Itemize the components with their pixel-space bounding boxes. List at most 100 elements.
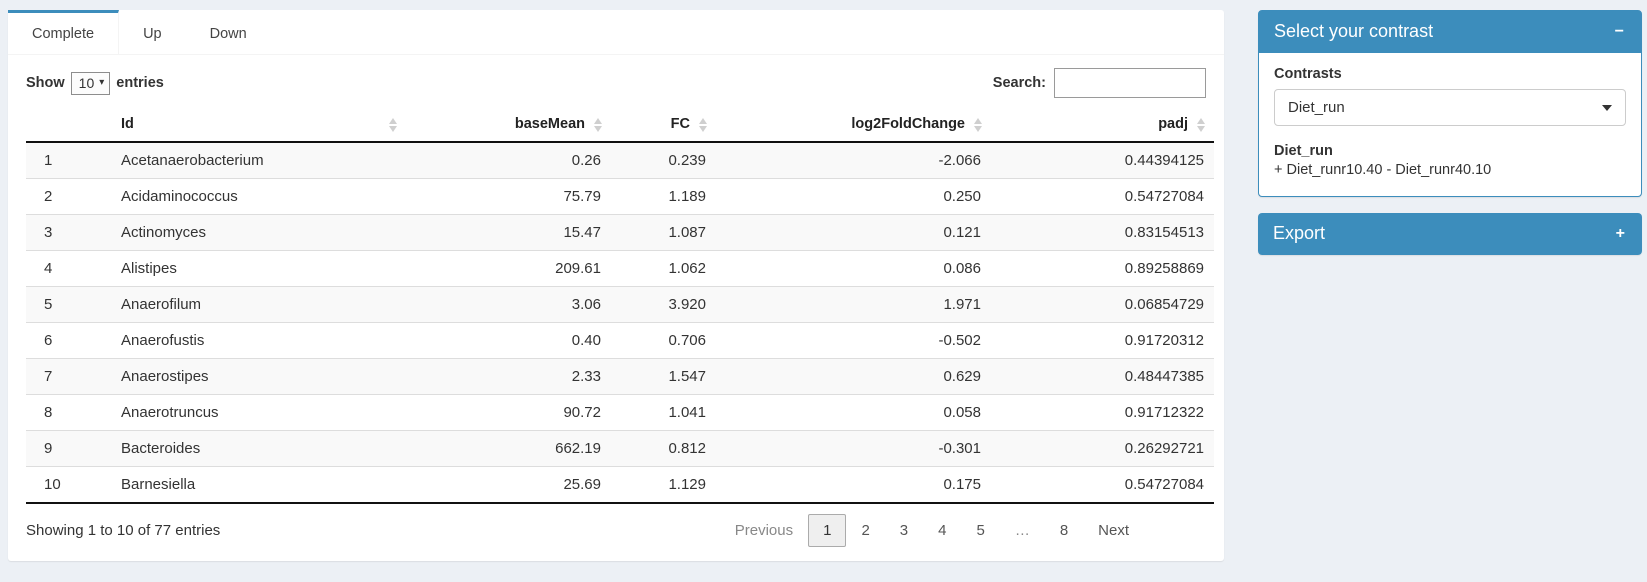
- pagination-page-4[interactable]: 4: [938, 522, 947, 539]
- column-header-label: log2FoldChange: [851, 116, 965, 132]
- tab-content-complete: Show 10 ▾ entries Search:: [8, 55, 1224, 561]
- contrast-panel-body: Contrasts Diet_run Diet_run + Diet_runr1…: [1259, 53, 1641, 196]
- cell-baseMean: 3.06: [406, 286, 611, 323]
- contrast-panel-header: Select your contrast −: [1259, 11, 1641, 53]
- cell-baseMean: 75.79: [406, 178, 611, 215]
- entries-label: entries: [116, 75, 164, 91]
- cell-baseMean: 209.61: [406, 250, 611, 287]
- cell-padj: 0.91712322: [991, 394, 1214, 431]
- cell-padj: 0.54727084: [991, 466, 1214, 504]
- pagination-page-1[interactable]: 1: [808, 514, 847, 547]
- cell-id: Anaerotruncus: [111, 394, 406, 431]
- cell-num: 8: [26, 394, 111, 431]
- table-row: 6 Anaerofustis 0.40 0.706 -0.502 0.91720312: [26, 322, 1214, 359]
- cell-id: Anaerofilum: [111, 286, 406, 323]
- search-label: Search:: [992, 75, 1046, 91]
- search-control: Search:: [993, 68, 1206, 98]
- table-row: 8 Anaerotruncus 90.72 1.041 0.058 0.91712322: [26, 394, 1214, 431]
- pagination-previous: Previous: [734, 522, 794, 539]
- collapse-minus-icon[interactable]: −: [1614, 22, 1624, 40]
- contrast-select[interactable]: Diet_run: [1274, 89, 1626, 126]
- cell-log2fc: -0.301: [716, 430, 991, 467]
- cell-id: Acetanaerobacterium: [121, 152, 264, 169]
- cell-id: Acidaminococcus: [111, 178, 406, 215]
- cell-fc: 0.706: [611, 322, 716, 359]
- pagination-next[interactable]: Next: [1098, 522, 1129, 539]
- table-row: 7 Anaerostipes 2.33 1.547 0.629 0.48447385: [26, 358, 1214, 395]
- cell-id: Actinomyces: [111, 214, 406, 251]
- export-panel-header[interactable]: Export +: [1258, 213, 1642, 255]
- pagination-page-5[interactable]: 5: [976, 522, 985, 539]
- sidebar-panels: Select your contrast − Contrasts Diet_ru…: [1258, 10, 1642, 561]
- cell-num: 2: [26, 178, 111, 215]
- cell-id: Alistipes: [111, 250, 406, 287]
- cell-num: 10: [26, 466, 111, 504]
- show-label: Show: [26, 75, 65, 91]
- contrast-select-value: Diet_run: [1288, 99, 1345, 116]
- page-length-control: Show 10 ▾ entries: [26, 71, 164, 95]
- table-row: 9 Bacteroides 662.19 0.812 -0.301 0.26292721: [26, 430, 1214, 467]
- cell-padj: 0.26292721: [991, 430, 1214, 467]
- column-header-log2fc[interactable]: log2FoldChange: [716, 108, 991, 143]
- table-controls: Show 10 ▾ entries Search:: [26, 68, 1206, 98]
- column-header-label: padj: [1158, 116, 1188, 132]
- tab-complete[interactable]: Complete: [8, 10, 120, 54]
- contrast-formula: + Diet_runr10.40 - Diet_runr40.10: [1274, 162, 1492, 178]
- cell-padj: 0.44394125: [1124, 152, 1204, 169]
- pagination: Previous 1 2 3 4 5 … 8 Next: [720, 514, 1144, 547]
- cell-fc: 1.129: [611, 466, 716, 504]
- cell-fc: 1.087: [611, 214, 716, 251]
- cell-id: Anaerostipes: [111, 358, 406, 395]
- tab-down[interactable]: Down: [209, 26, 247, 42]
- cell-id: Anaerofustis: [111, 322, 406, 359]
- cell-baseMean: 90.72: [406, 394, 611, 431]
- cell-log2fc: 0.629: [716, 358, 991, 395]
- table-row: 1 Acetanaerobacterium 0.26 0.239 -2.066 0.443…: [26, 142, 1214, 179]
- page: Complete Up Down Show 10 ▾ entries Search:: [8, 10, 1642, 561]
- page-length-select[interactable]: 10 ▾: [70, 71, 111, 95]
- cell-log2fc: 0.058: [716, 394, 991, 431]
- tab-up[interactable]: Up: [143, 26, 162, 42]
- cell-log2fc: 0.250: [716, 178, 991, 215]
- pagination-page-3[interactable]: 3: [899, 522, 909, 539]
- pagination-page-8[interactable]: 8: [1059, 522, 1069, 539]
- results-table: Id baseMean FC log2FoldChange padj 1 Acetanae…: [26, 108, 1214, 504]
- cell-id: Barnesiella: [111, 466, 406, 504]
- export-panel: Export +: [1258, 213, 1642, 255]
- sort-both-icon: [1197, 117, 1205, 133]
- column-header-label: baseMean: [514, 116, 585, 132]
- cell-fc: 3.920: [611, 286, 716, 323]
- cell-baseMean: 2.33: [406, 358, 611, 395]
- cell-num: 9: [26, 430, 111, 467]
- cell-fc: 1.041: [611, 394, 716, 431]
- column-header-num: [26, 108, 111, 143]
- cell-num: 3: [26, 214, 111, 251]
- cell-log2fc: 0.086: [716, 250, 991, 287]
- cell-padj: 0.54727084: [991, 178, 1214, 215]
- pagination-page-2[interactable]: 2: [861, 522, 870, 539]
- cell-id: Bacteroides: [111, 430, 406, 467]
- column-header-fc[interactable]: FC: [611, 108, 716, 143]
- contrast-panel: Select your contrast − Contrasts Diet_ru…: [1258, 10, 1642, 197]
- collapse-plus-icon[interactable]: +: [1615, 224, 1625, 242]
- cell-baseMean: 25.69: [406, 466, 611, 504]
- table-row: 2 Acidaminococcus 75.79 1.189 0.250 0.5472708…: [26, 178, 1214, 215]
- cell-log2fc: -2.066: [938, 152, 981, 169]
- cell-log2fc: 0.175: [716, 466, 991, 504]
- cell-padj: 0.89258869: [991, 250, 1214, 287]
- search-input[interactable]: [1054, 68, 1206, 98]
- sort-both-icon: [389, 117, 397, 133]
- table-footer: Showing 1 to 10 of 77 entries Previous 1 2…: [26, 504, 1206, 561]
- column-header-padj[interactable]: padj: [991, 108, 1214, 143]
- pagination-ellipsis: …: [1014, 522, 1030, 539]
- results-box: Complete Up Down Show 10 ▾ entries Search:: [8, 10, 1224, 561]
- cell-num: 5: [26, 286, 111, 323]
- cell-num: 1: [44, 152, 53, 169]
- cell-fc: 0.812: [611, 430, 716, 467]
- contrast-name: Diet_run: [1274, 143, 1333, 159]
- tabs: Complete Up Down: [8, 10, 1224, 55]
- column-header-baseMean[interactable]: baseMean: [406, 108, 611, 143]
- column-header-id[interactable]: Id: [111, 108, 406, 143]
- export-panel-title: Export: [1273, 223, 1326, 243]
- cell-num: 7: [26, 358, 111, 395]
